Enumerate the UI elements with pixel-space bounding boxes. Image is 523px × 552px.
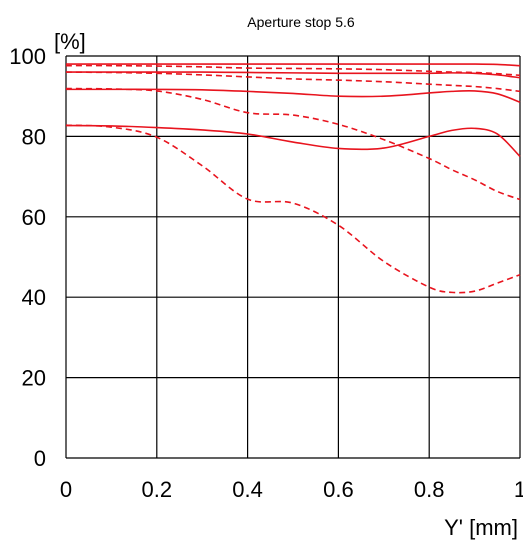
series-line-8-dashed xyxy=(65,124,521,294)
x-axis-label: Y' [mm] xyxy=(444,515,518,540)
series-group xyxy=(65,63,521,294)
x-tick-label: 0 xyxy=(60,477,72,502)
series-line-3-solid xyxy=(66,71,521,79)
chart-title: Aperture stop 5.6 xyxy=(247,14,355,30)
x-tick-label: 0.4 xyxy=(232,477,263,502)
y-tick-label: 20 xyxy=(22,366,46,391)
series-line-6-dashed xyxy=(65,87,521,201)
y-tick-label: 100 xyxy=(9,44,46,69)
series-line-7-solid xyxy=(65,124,521,158)
series-line-5-solid xyxy=(66,88,521,103)
y-tick-label: 40 xyxy=(22,285,46,310)
x-tick-label: 0.6 xyxy=(323,477,354,502)
series-line-4-dashed xyxy=(65,71,521,93)
x-tick-label: 1 xyxy=(514,477,523,502)
x-tick-label: 0.2 xyxy=(142,477,173,502)
y-tick-label: 80 xyxy=(22,124,46,149)
tick-labels: 0 0.2 0.4 0.6 0.8 1 0 20 40 60 80 100 xyxy=(9,44,523,502)
y-tick-label: 60 xyxy=(22,205,46,230)
y-axis-label: [%] xyxy=(54,29,86,54)
series-line-2-dashed xyxy=(65,64,521,77)
grid xyxy=(65,55,521,459)
x-tick-label: 0.8 xyxy=(414,477,445,502)
series-line-1-solid xyxy=(65,63,521,67)
y-tick-label: 0 xyxy=(34,446,46,471)
